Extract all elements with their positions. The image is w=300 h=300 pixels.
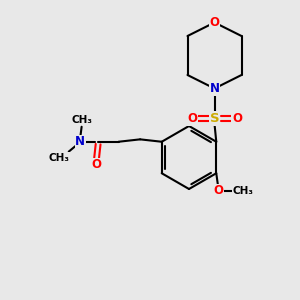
Text: O: O (209, 16, 220, 29)
Text: O: O (92, 158, 102, 171)
Text: O: O (214, 184, 224, 197)
Text: CH₃: CH₃ (49, 153, 70, 163)
Text: O: O (232, 112, 242, 125)
Text: N: N (209, 82, 220, 95)
Text: CH₃: CH₃ (71, 115, 92, 124)
Text: O: O (187, 112, 197, 125)
Text: S: S (210, 112, 219, 125)
Text: CH₃: CH₃ (232, 186, 253, 196)
Text: N: N (75, 135, 85, 148)
